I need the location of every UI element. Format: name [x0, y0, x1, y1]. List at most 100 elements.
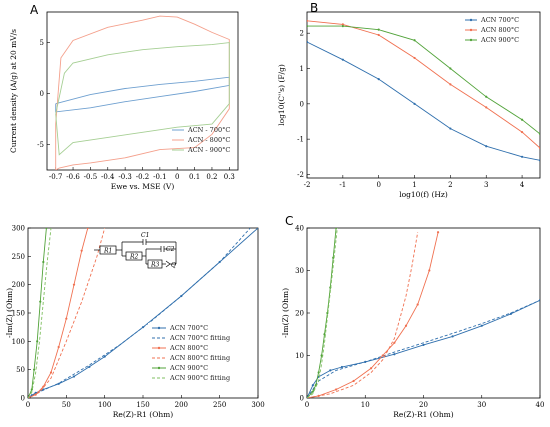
- series-line: [307, 228, 337, 398]
- legend-marker: [469, 38, 473, 42]
- data-point: [329, 369, 332, 372]
- circuit-label-r2: R2: [129, 254, 139, 261]
- data-point: [451, 335, 454, 338]
- data-point: [103, 355, 106, 358]
- data-point: [307, 19, 309, 22]
- data-point: [449, 127, 452, 130]
- y-tick-label: 0: [300, 100, 304, 108]
- data-point: [538, 146, 540, 150]
- data-point: [72, 283, 76, 286]
- series-line: [28, 228, 251, 398]
- data-point: [311, 390, 314, 393]
- y-tick-label: 200: [12, 281, 25, 289]
- data-point: [377, 33, 380, 37]
- y-tick-label: -5: [37, 141, 44, 149]
- y-tick-label: 0: [21, 395, 25, 403]
- panel-letter: B: [310, 1, 318, 15]
- data-point: [311, 384, 314, 387]
- x-tick-label: -0.7: [49, 173, 63, 181]
- panel-letter: A: [30, 3, 39, 17]
- legend-marker: [469, 18, 473, 22]
- y-tick-label: 100: [12, 338, 25, 346]
- data-point: [413, 56, 416, 60]
- x-tick-label: -0.2: [136, 173, 150, 181]
- x-tick-label: -2: [304, 181, 311, 189]
- series-line: [307, 25, 540, 135]
- x-tick-label: 250: [213, 401, 226, 409]
- data-point: [485, 106, 488, 109]
- data-point: [538, 132, 540, 135]
- data-point: [335, 228, 338, 230]
- y-axis-label: -Im(Z) (Ohm): [5, 288, 14, 338]
- data-point: [520, 130, 524, 134]
- x-tick-label: 3: [484, 181, 488, 189]
- equivalent-circuit-inset: R1 C1 R2 C2 R3 Q: [94, 232, 177, 269]
- y-tick-label: 30: [295, 267, 304, 275]
- series-line: [307, 299, 540, 398]
- y-tick-label: 2: [300, 30, 304, 38]
- data-point: [413, 102, 416, 105]
- data-point: [449, 83, 452, 86]
- x-tick-label: -0.5: [84, 173, 98, 181]
- legend-marker: [157, 366, 161, 370]
- data-point: [341, 23, 344, 26]
- circuit-label-q: Q: [171, 262, 176, 269]
- y-tick-label: 0: [40, 90, 44, 98]
- x-tick-label: 50: [62, 401, 71, 409]
- data-point: [520, 155, 524, 158]
- x-tick-label: 10: [361, 401, 370, 409]
- x-tick-label: -0.1: [153, 173, 167, 181]
- x-tick-label: 0: [175, 173, 179, 181]
- data-point: [480, 324, 483, 327]
- x-tick-label: -0.4: [101, 173, 115, 181]
- data-point: [307, 40, 309, 44]
- y-tick-label: 5: [40, 39, 44, 47]
- legend-label: ACN 800°C: [169, 344, 208, 352]
- legend-label: ACN 900°C: [480, 36, 519, 44]
- cpe-q: [165, 260, 171, 268]
- legend: ACN - 700°C ACN - 800°C ACN - 900°C: [172, 126, 230, 154]
- data-point: [428, 269, 431, 272]
- data-point: [320, 354, 323, 357]
- y-tick-label: 20: [295, 310, 304, 318]
- chart-panel-A: -0.7 -0.6 -0.5 -0.4 -0.3 -0.2 -0.1 0 0.1 0.2 0.3 -5…: [9, 3, 239, 191]
- chart-panel-C: 0 10 20 30 40 0 10 20 30 40 Re(Z)-R1 (Ohm) -Im(Z) (…: [281, 214, 544, 419]
- x-tick-label: -1: [339, 181, 346, 189]
- data-point: [42, 385, 45, 388]
- x-tick-label: 150: [136, 401, 149, 409]
- x-tick-label: 0: [26, 401, 30, 409]
- legend-label: ACN 700°C: [169, 324, 208, 332]
- data-point: [45, 228, 48, 230]
- panel-letter: C: [285, 214, 293, 228]
- y-tick-label: 40: [295, 225, 304, 233]
- legend-label: ACN 800°C: [480, 26, 519, 34]
- circuit-label-c1: C1: [141, 232, 149, 239]
- x-tick-label: -0.3: [118, 173, 132, 181]
- y-tick-label: 50: [16, 366, 25, 374]
- y-axis-label: -Im(Z) (Ohm): [281, 288, 290, 338]
- data-point: [317, 371, 320, 374]
- series-line: [307, 299, 540, 398]
- y-tick-label: 1: [300, 65, 304, 73]
- data-point: [422, 343, 425, 346]
- legend-marker: [157, 326, 161, 330]
- x-tick-label: 1: [412, 181, 416, 189]
- x-axis-label: Ewe vs. MSE (V): [111, 182, 175, 191]
- legend-label: ACN 900°C fitting: [169, 374, 230, 382]
- series-line: [307, 41, 540, 161]
- legend-label: ACN 900°C: [169, 364, 208, 372]
- y-tick-label: 300: [12, 225, 25, 233]
- data-point: [80, 249, 83, 252]
- series-group: [55, 15, 230, 170]
- legend: ACN 700°C ACN 700°C fitting ACN 800°C ACN 8…: [148, 323, 252, 387]
- series-line: [28, 228, 106, 398]
- data-point: [369, 367, 373, 370]
- data-point: [88, 365, 91, 368]
- data-point: [449, 67, 452, 70]
- x-tick-label: 2: [448, 181, 452, 189]
- data-point: [39, 300, 42, 303]
- data-point: [377, 28, 380, 31]
- legend-label: ACN 800°C fitting: [169, 354, 230, 362]
- data-point: [34, 393, 37, 396]
